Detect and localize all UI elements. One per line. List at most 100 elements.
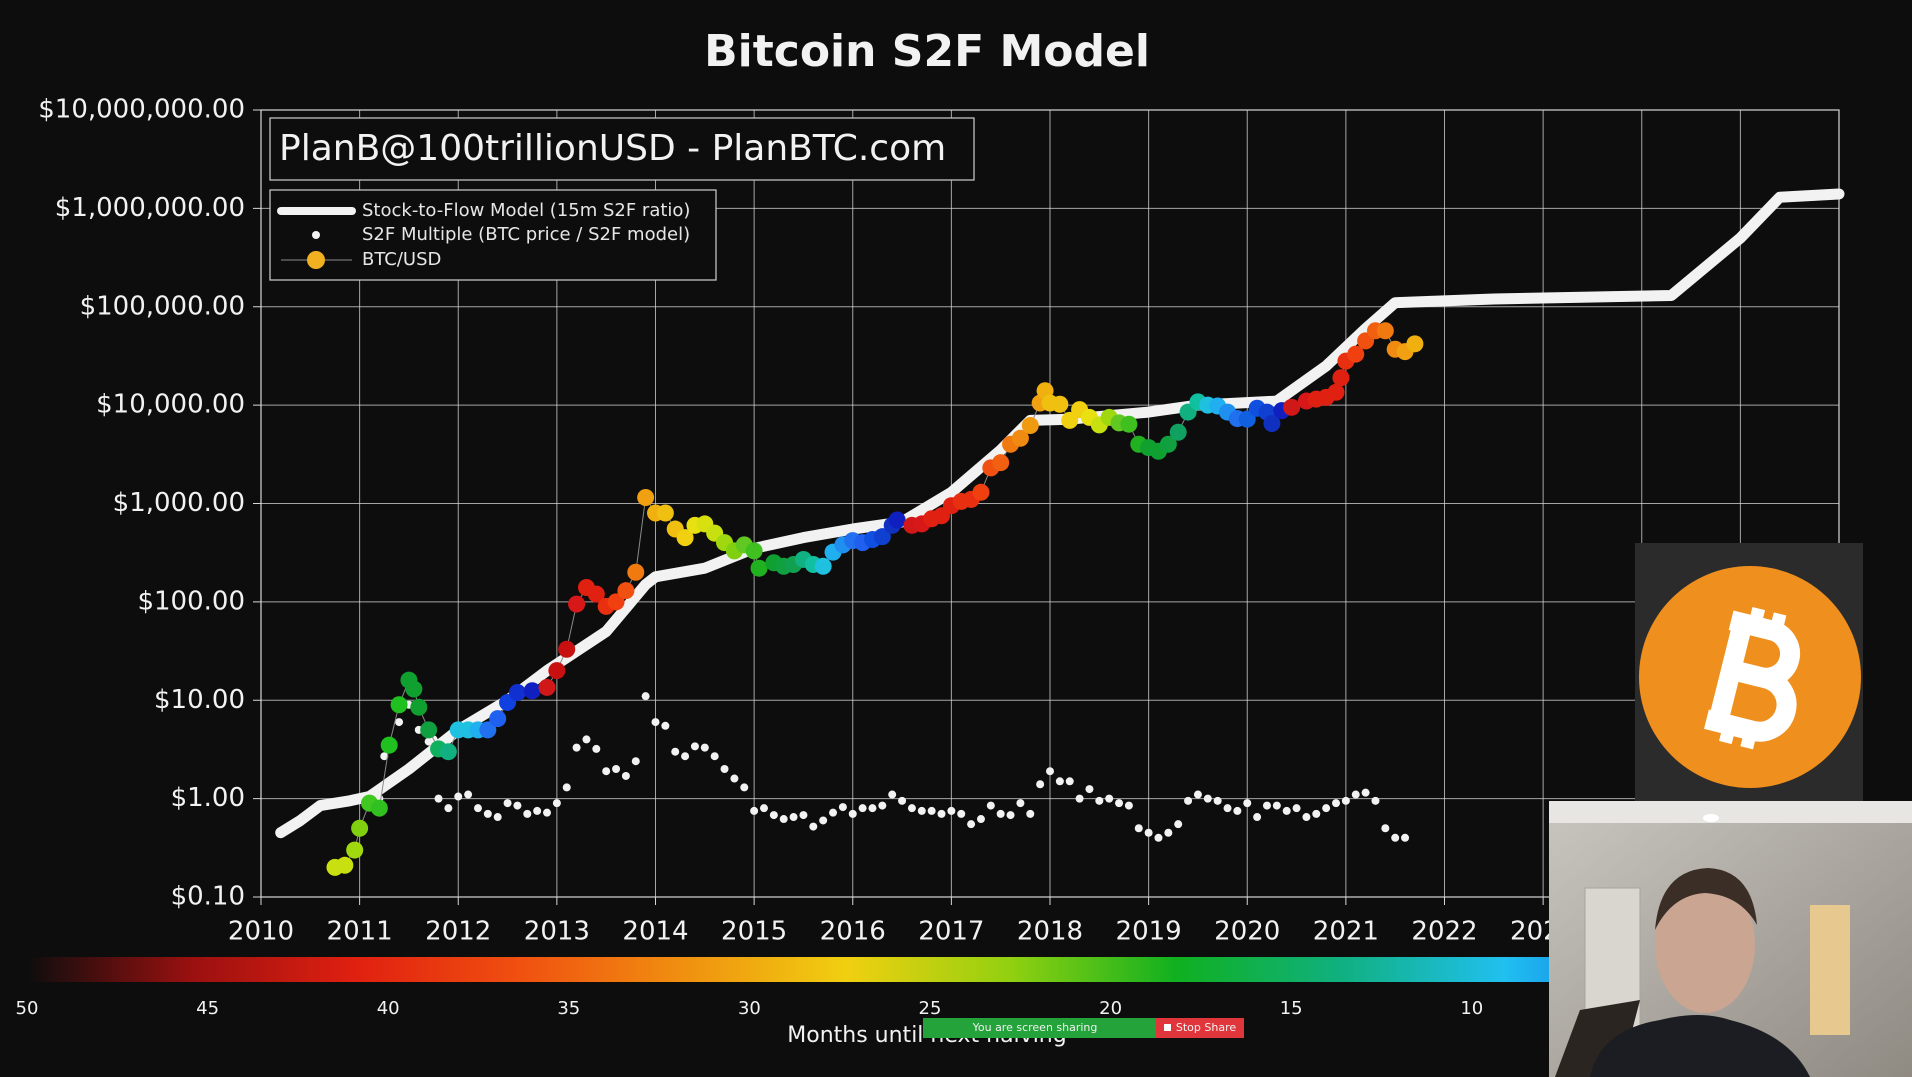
multiple-point	[1262, 801, 1271, 810]
multiple-point	[740, 783, 749, 792]
multiple-point	[868, 804, 877, 813]
multiple-point	[582, 735, 591, 744]
multiple-point	[1006, 811, 1015, 820]
multiple-point	[1174, 820, 1183, 829]
multiple-point	[1243, 799, 1252, 808]
legend-dot	[312, 231, 320, 239]
multiple-point	[503, 799, 512, 808]
x-tick-label: 2017	[918, 917, 984, 947]
stop-icon	[1164, 1024, 1171, 1031]
multiple-point	[434, 794, 443, 803]
price-point	[523, 682, 541, 700]
x-tick-label: 2019	[1116, 917, 1182, 947]
price-point	[1406, 335, 1424, 353]
multiple-point	[1164, 828, 1173, 837]
stop-share-label[interactable]: Stop Share	[1176, 1021, 1236, 1034]
plot-frame	[260, 109, 1840, 898]
multiple-point	[1341, 796, 1350, 805]
multiple-point	[513, 801, 522, 810]
multiple-point	[1095, 796, 1104, 805]
price-point	[1159, 435, 1177, 453]
multiple-point	[1322, 804, 1331, 813]
multiple-point	[1154, 833, 1163, 842]
multiple-point	[1282, 806, 1291, 815]
price-point	[351, 819, 369, 837]
colorbar-tick-label: 45	[196, 998, 219, 1019]
multiple-point	[937, 809, 946, 818]
price-point	[489, 710, 507, 728]
price-point	[1011, 429, 1029, 447]
price-point	[410, 698, 428, 716]
price-point	[1238, 410, 1256, 428]
multiple-point	[552, 799, 561, 808]
y-tick-label: $10.00	[154, 685, 245, 715]
multiple-point	[1055, 777, 1064, 786]
price-point	[750, 559, 768, 577]
price-point	[1263, 415, 1281, 433]
y-tick-label: $1,000,000.00	[55, 193, 245, 223]
multiple-point	[957, 809, 966, 818]
price-point	[380, 736, 398, 754]
multiple-point	[631, 757, 640, 766]
multiple-point	[592, 744, 601, 753]
multiple-point	[1292, 804, 1301, 813]
x-tick-label: 2018	[1017, 917, 1083, 947]
multiple-point	[1371, 796, 1380, 805]
multiple-point	[927, 806, 936, 815]
multiple-point	[395, 718, 404, 727]
multiple-point	[819, 816, 828, 825]
price-point	[1347, 345, 1365, 363]
colorbar-tick-label: 50	[16, 998, 39, 1019]
multiple-point	[1065, 777, 1074, 786]
multiple-point	[1391, 833, 1400, 842]
x-tick-label: 2010	[228, 917, 294, 947]
price-point	[548, 662, 566, 680]
multiple-point	[730, 774, 739, 783]
multiple-point	[1026, 809, 1035, 818]
price-point	[1376, 322, 1394, 340]
legend-dot	[307, 251, 325, 269]
colorbar-tick-label: 35	[557, 998, 580, 1019]
multiple-point	[917, 806, 926, 815]
price-point	[479, 721, 497, 739]
y-tick-label: $100,000.00	[80, 291, 245, 321]
multiple-point	[523, 809, 532, 818]
ceiling-light	[1703, 814, 1719, 822]
multiple-point	[1085, 785, 1094, 794]
colorbar-tick-label: 15	[1280, 998, 1303, 1019]
price-point	[617, 582, 635, 600]
legend-label: S2F Multiple (BTC price / S2F model)	[362, 224, 690, 245]
multiple-point	[1046, 767, 1054, 776]
multiple-point	[769, 811, 778, 820]
annotation-box	[269, 117, 975, 181]
multiple-point	[1361, 788, 1370, 797]
y-tick-label: $100.00	[137, 586, 245, 616]
chart-title: Bitcoin S2F Model	[704, 26, 1150, 77]
price-point	[405, 680, 423, 698]
multiple-point	[651, 718, 660, 727]
multiple-point	[898, 796, 907, 805]
price-point	[568, 595, 586, 613]
multiple-point	[1401, 833, 1410, 842]
price-point	[1327, 383, 1345, 401]
multiple-point	[1075, 794, 1084, 803]
multiple-point	[533, 806, 542, 815]
multiple-point	[473, 804, 482, 813]
multiple-point	[380, 752, 389, 761]
multiple-point	[1332, 799, 1341, 808]
multiple-point	[720, 765, 729, 774]
multiple-point	[1233, 806, 1242, 815]
multiple-point	[967, 820, 976, 829]
multiple-point	[710, 752, 719, 761]
x-tick-label: 2015	[721, 917, 787, 947]
x-tick-label: 2016	[820, 917, 886, 947]
y-tick-label: $0.10	[171, 882, 245, 912]
price-point	[538, 678, 556, 696]
multiple-point	[562, 783, 571, 792]
multiple-point	[1036, 780, 1045, 789]
stop-share-button[interactable]	[1156, 1018, 1244, 1038]
multiple-point	[700, 743, 709, 752]
colorbar-tick-label: 25	[919, 998, 942, 1019]
multiple-point	[1124, 801, 1133, 810]
